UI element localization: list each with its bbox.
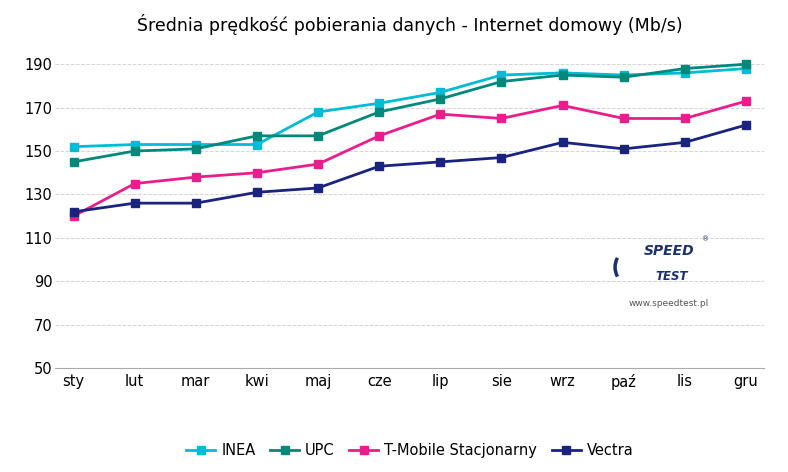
UPC <box>496 79 506 84</box>
T-Mobile Stacjonarny <box>436 111 445 117</box>
T-Mobile Stacjonarny <box>374 133 384 139</box>
T-Mobile Stacjonarny <box>252 170 262 176</box>
Vectra <box>130 200 139 206</box>
Vectra <box>558 140 567 145</box>
Vectra <box>742 122 751 128</box>
INEA <box>742 66 751 71</box>
INEA <box>436 90 445 95</box>
T-Mobile Stacjonarny <box>314 161 323 167</box>
UPC <box>252 133 262 139</box>
Text: ®: ® <box>702 236 709 243</box>
INEA <box>680 70 690 76</box>
UPC <box>191 146 200 152</box>
INEA <box>374 101 384 106</box>
UPC <box>314 133 323 139</box>
Vectra <box>191 200 200 206</box>
Text: TEST: TEST <box>656 270 689 284</box>
UPC <box>374 109 384 115</box>
Line: Vectra: Vectra <box>69 121 750 216</box>
UPC <box>558 72 567 78</box>
UPC <box>436 96 445 102</box>
Vectra <box>496 155 506 160</box>
Text: SPEED: SPEED <box>643 244 694 258</box>
INEA <box>619 72 629 78</box>
Text: www.speedtest.pl: www.speedtest.pl <box>629 298 708 308</box>
Vectra <box>252 189 262 195</box>
Line: INEA: INEA <box>69 65 750 151</box>
UPC <box>742 61 751 67</box>
T-Mobile Stacjonarny <box>496 116 506 121</box>
INEA <box>496 72 506 78</box>
T-Mobile Stacjonarny <box>130 181 139 186</box>
Title: Średnia prędkość pobierania danych - Internet domowy (Mb/s): Średnia prędkość pobierania danych - Int… <box>137 14 682 35</box>
T-Mobile Stacjonarny <box>742 98 751 104</box>
Line: UPC: UPC <box>69 60 750 166</box>
T-Mobile Stacjonarny <box>191 174 200 180</box>
Vectra <box>436 159 445 165</box>
INEA <box>69 144 78 150</box>
Vectra <box>314 185 323 191</box>
Legend: INEA, UPC, T-Mobile Stacjonarny, Vectra: INEA, UPC, T-Mobile Stacjonarny, Vectra <box>180 438 639 464</box>
UPC <box>619 75 629 80</box>
Vectra <box>69 209 78 215</box>
Vectra <box>680 140 690 145</box>
UPC <box>69 159 78 165</box>
T-Mobile Stacjonarny <box>69 213 78 219</box>
UPC <box>130 148 139 154</box>
INEA <box>558 70 567 76</box>
INEA <box>130 142 139 147</box>
UPC <box>680 66 690 71</box>
INEA <box>314 109 323 115</box>
Line: T-Mobile Stacjonarny: T-Mobile Stacjonarny <box>69 97 750 220</box>
T-Mobile Stacjonarny <box>680 116 690 121</box>
Vectra <box>374 163 384 169</box>
Vectra <box>619 146 629 152</box>
INEA <box>252 142 262 147</box>
T-Mobile Stacjonarny <box>619 116 629 121</box>
INEA <box>191 142 200 147</box>
T-Mobile Stacjonarny <box>558 102 567 108</box>
